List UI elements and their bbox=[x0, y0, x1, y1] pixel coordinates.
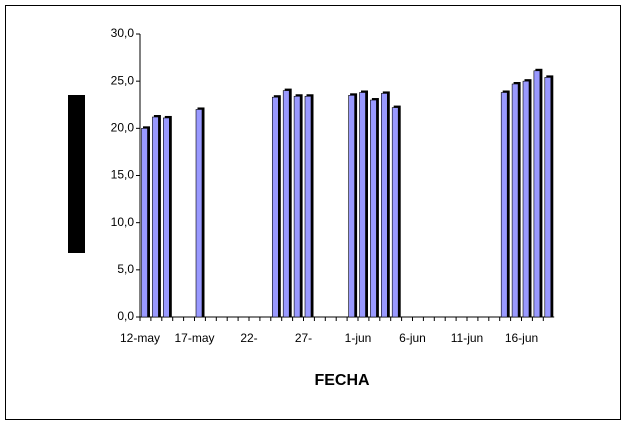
bar-group bbox=[500, 90, 510, 318]
redacted-axis-title bbox=[68, 95, 85, 253]
bar-group bbox=[152, 115, 161, 318]
x-tick-label: 22- bbox=[240, 331, 257, 345]
bar-group bbox=[522, 79, 532, 318]
x-axis-title: FECHA bbox=[314, 372, 370, 389]
bar-group bbox=[304, 94, 314, 318]
bar bbox=[522, 80, 530, 318]
y-tick-label: 0,0 bbox=[117, 309, 134, 323]
x-tick-label: 12-may bbox=[120, 331, 160, 345]
bar-group bbox=[544, 75, 554, 318]
bar-group bbox=[533, 68, 543, 318]
x-tick-label: 16-jun bbox=[505, 331, 538, 345]
bar-group bbox=[282, 88, 292, 318]
x-tick-label: 11-jun bbox=[451, 331, 483, 345]
bar bbox=[271, 96, 279, 318]
bar bbox=[293, 95, 301, 318]
x-tick-label: 6-jun bbox=[399, 331, 426, 345]
bar bbox=[359, 92, 366, 318]
x-tick-label: 27- bbox=[295, 331, 312, 345]
bar bbox=[141, 128, 148, 318]
bar-group bbox=[391, 105, 401, 318]
bar bbox=[370, 99, 377, 318]
bar bbox=[391, 107, 399, 318]
y-tick-label: 25,0 bbox=[111, 73, 135, 87]
bar-group bbox=[141, 126, 150, 318]
bar bbox=[500, 92, 508, 318]
bar-group bbox=[271, 95, 281, 318]
x-tick-label: 1-jun bbox=[345, 331, 372, 345]
bar-group bbox=[163, 115, 172, 318]
bar bbox=[163, 117, 170, 318]
bar bbox=[533, 70, 541, 318]
bar bbox=[380, 93, 388, 318]
bar-group bbox=[370, 98, 379, 318]
bar bbox=[544, 77, 552, 318]
y-tick-label: 10,0 bbox=[111, 215, 135, 229]
x-tick-label: 17-may bbox=[174, 331, 214, 345]
bar-group bbox=[293, 94, 303, 318]
bar bbox=[282, 90, 290, 318]
y-tick-label: 20,0 bbox=[111, 121, 135, 135]
bar-group bbox=[380, 91, 390, 318]
bar bbox=[304, 95, 312, 318]
bar bbox=[511, 83, 519, 318]
bar bbox=[348, 95, 355, 318]
bar bbox=[195, 109, 203, 318]
bar-group bbox=[511, 81, 521, 318]
y-tick-label: 5,0 bbox=[117, 262, 134, 276]
bar-group bbox=[348, 93, 358, 318]
bar-group bbox=[195, 107, 205, 318]
bar bbox=[152, 116, 159, 318]
y-tick-label: 15,0 bbox=[111, 168, 135, 182]
bar-group bbox=[359, 90, 368, 318]
y-tick-label: 30,0 bbox=[111, 26, 135, 40]
